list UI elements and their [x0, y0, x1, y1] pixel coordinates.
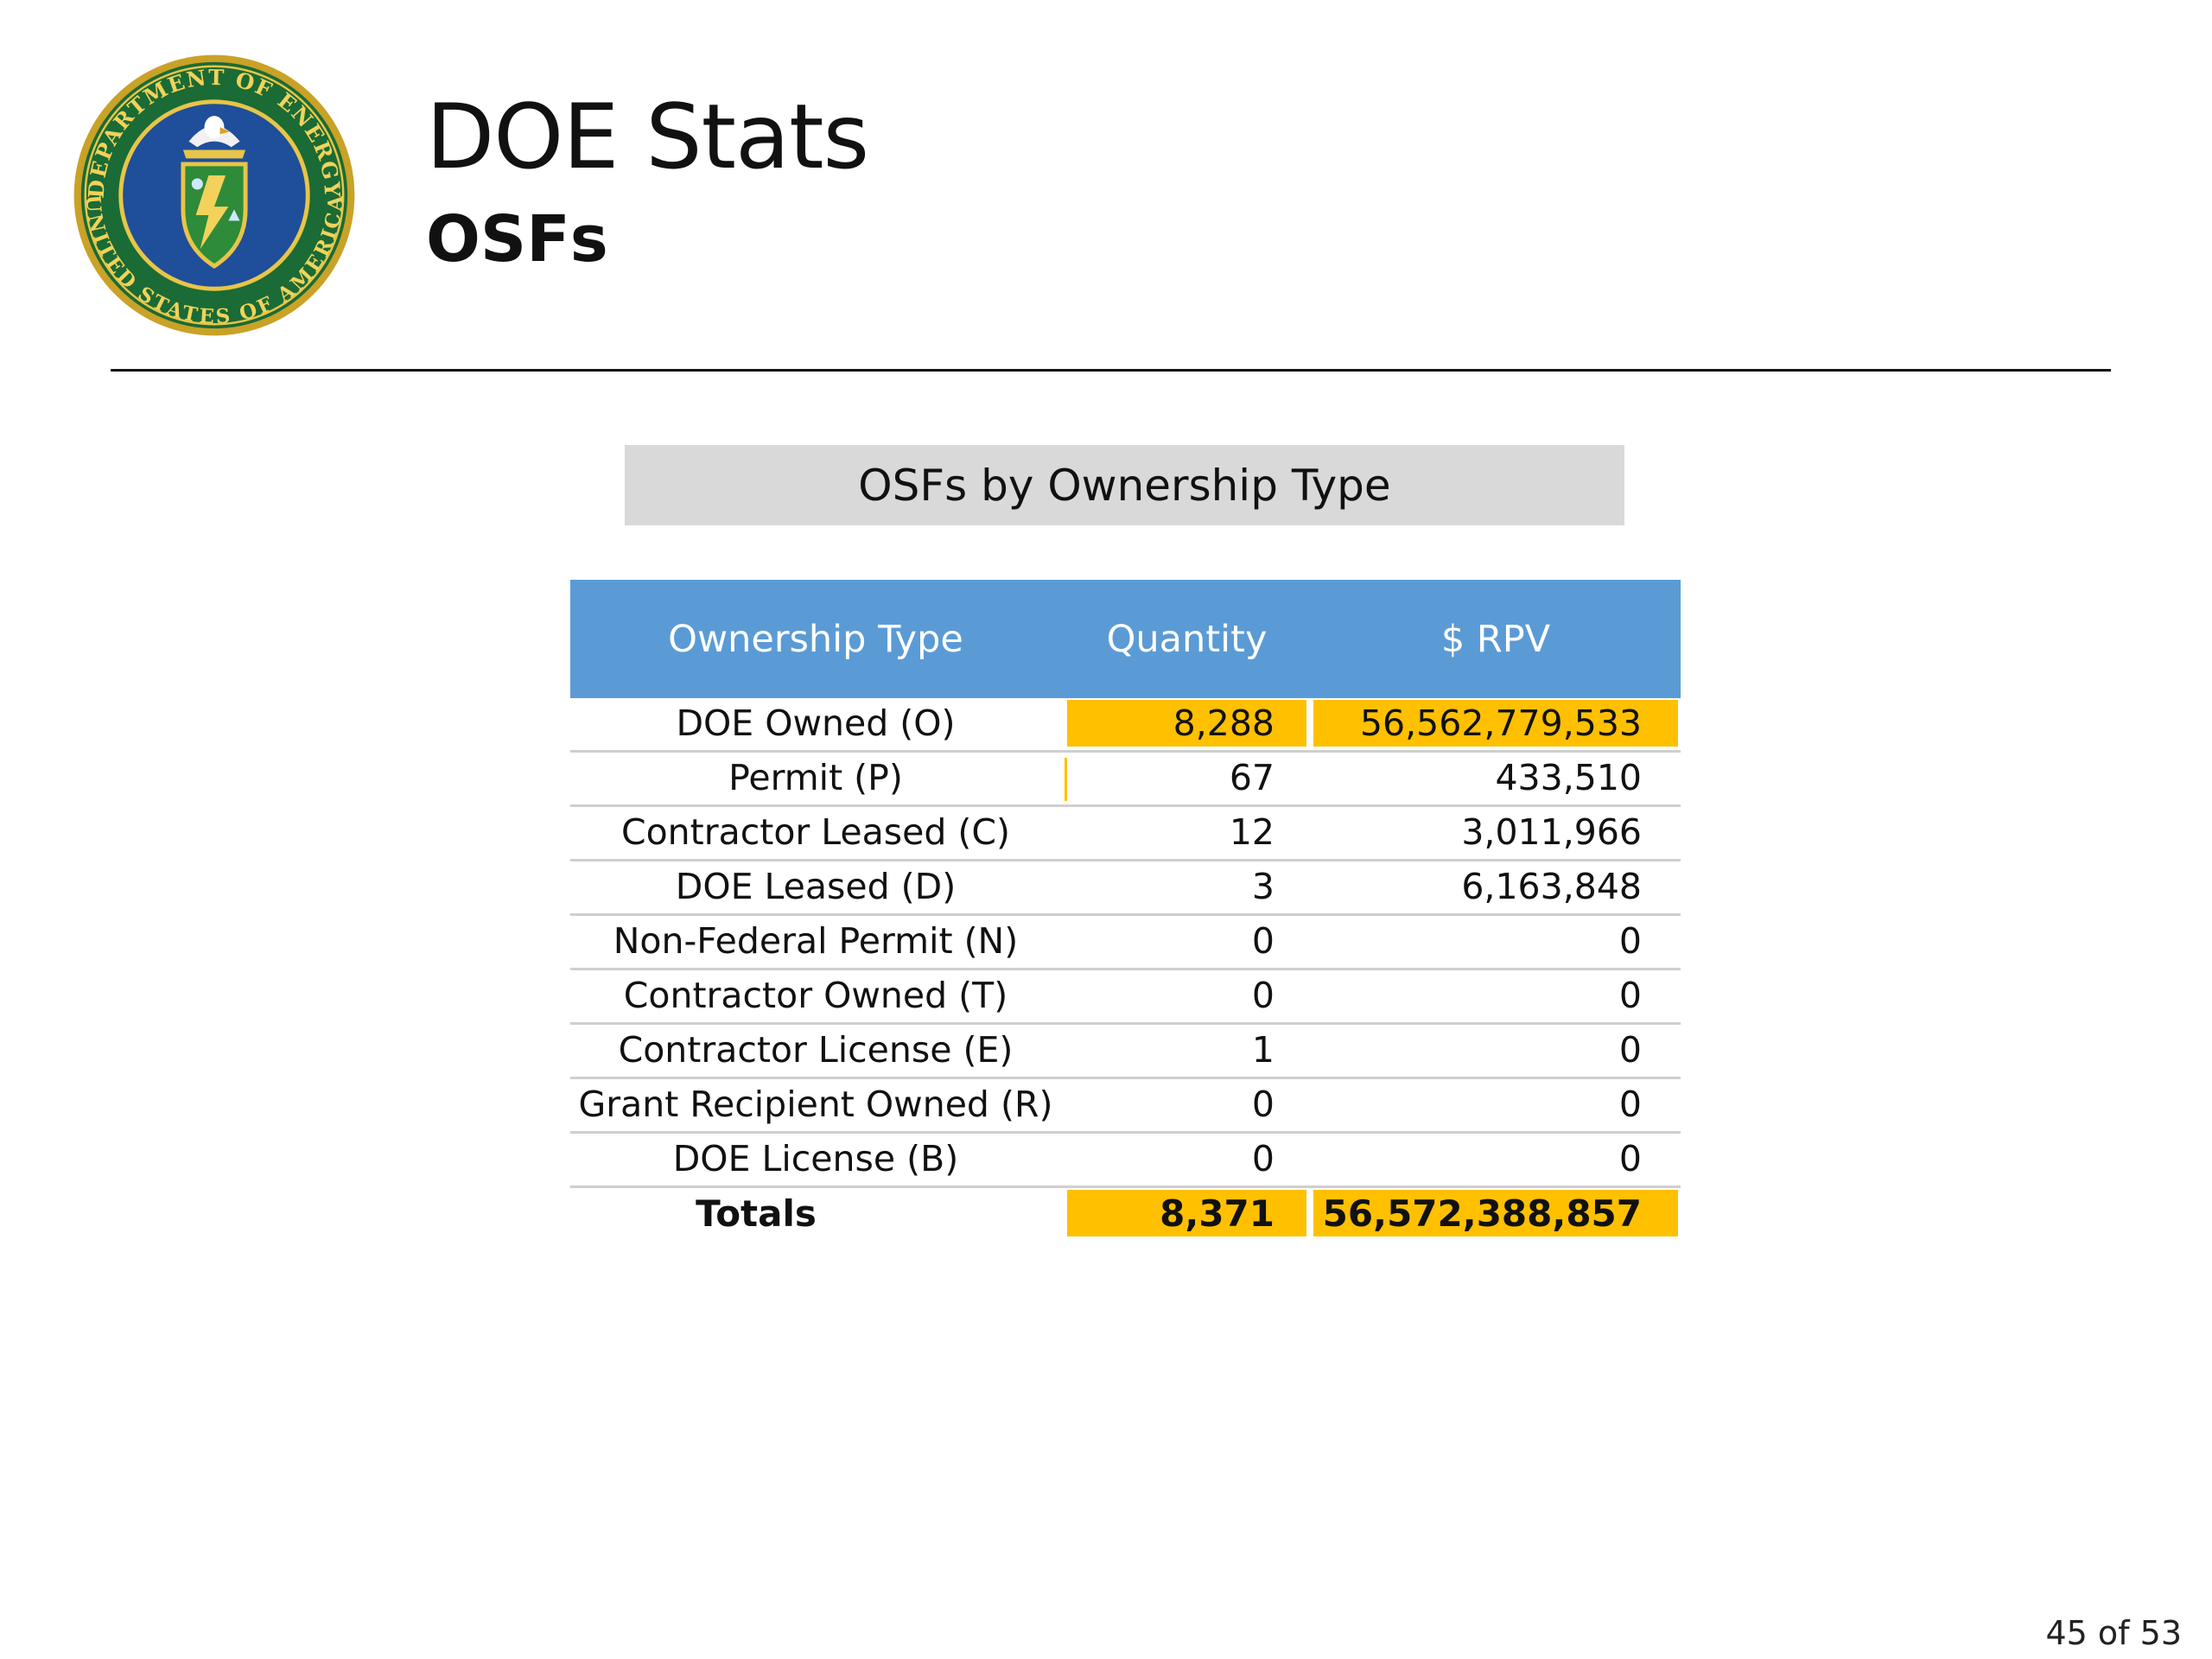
- table-row: DOE Leased (D) 3 6,163,848: [570, 861, 1681, 916]
- doe-seal-icon: DEPARTMENT OF ENERGY UNITED STATES OF AM…: [73, 54, 355, 336]
- table-row: Grant Recipient Owned (R) 0 0: [570, 1079, 1681, 1134]
- totals-row: Totals 8,371 56,572,388,857: [570, 1188, 1681, 1243]
- quantity-cell: 67: [1229, 757, 1274, 798]
- page-title: DOE Stats: [426, 86, 869, 189]
- table-row: Contractor Leased (C) 12 3,011,966: [570, 807, 1681, 861]
- section-heading: OSFs by Ownership Type: [625, 445, 1624, 525]
- quantity-cell: 3: [1251, 866, 1274, 907]
- rpv-cell: 3,011,966: [1461, 811, 1642, 853]
- ownership-table: Ownership Type Quantity $ RPV DOE Owned …: [570, 580, 1681, 1243]
- header-divider: [111, 369, 2111, 372]
- table-row: Contractor License (E) 1 0: [570, 1025, 1681, 1079]
- totals-quantity: 8,371: [1067, 1190, 1306, 1236]
- column-header-ownership-type: Ownership Type: [668, 617, 963, 661]
- page-subtitle: OSFs: [426, 202, 608, 276]
- quantity-cell: 12: [1229, 811, 1274, 853]
- quantity-cell: 0: [1251, 975, 1274, 1016]
- quantity-cell: 0: [1251, 920, 1274, 962]
- quantity-cell: 8,288: [1067, 700, 1306, 747]
- rpv-cell: 0: [1618, 1029, 1642, 1071]
- ownership-type-cell: DOE Leased (D): [675, 866, 957, 907]
- rpv-cell: 433,510: [1495, 757, 1642, 798]
- ownership-type-cell: Grant Recipient Owned (R): [578, 1084, 1053, 1125]
- table-row: Contractor Owned (T) 0 0: [570, 970, 1681, 1025]
- totals-label: Totals: [696, 1192, 817, 1235]
- quantity-cell: 1: [1251, 1029, 1274, 1071]
- cell-marker: [1065, 758, 1067, 801]
- ownership-type-cell: Permit (P): [728, 757, 903, 798]
- quantity-cell: 0: [1251, 1084, 1274, 1125]
- table-row: DOE Owned (O) 8,288 56,562,779,533: [570, 698, 1681, 753]
- ownership-type-cell: Contractor Leased (C): [620, 811, 1011, 853]
- rpv-cell: 0: [1618, 1138, 1642, 1179]
- rpv-cell: 56,562,779,533: [1313, 700, 1678, 747]
- column-header-rpv: $ RPV: [1440, 617, 1551, 661]
- column-header-quantity: Quantity: [1106, 617, 1268, 661]
- ownership-type-cell: DOE License (B): [672, 1138, 959, 1179]
- rpv-cell: 6,163,848: [1461, 866, 1642, 907]
- table-row: Permit (P) 67 433,510: [570, 753, 1681, 807]
- rpv-cell: 0: [1618, 920, 1642, 962]
- table-header: Ownership Type Quantity $ RPV: [570, 580, 1681, 698]
- page-number: 45 of 53: [2045, 1614, 2183, 1652]
- rpv-cell: 0: [1618, 1084, 1642, 1125]
- ownership-type-cell: Non-Federal Permit (N): [613, 920, 1019, 962]
- table-row: DOE License (B) 0 0: [570, 1134, 1681, 1188]
- ownership-type-cell: DOE Owned (O): [676, 702, 956, 744]
- ownership-type-cell: Contractor License (E): [618, 1029, 1014, 1071]
- totals-rpv: 56,572,388,857: [1313, 1190, 1678, 1236]
- rpv-cell: 0: [1618, 975, 1642, 1016]
- quantity-cell: 0: [1251, 1138, 1274, 1179]
- table-row: Non-Federal Permit (N) 0 0: [570, 916, 1681, 970]
- ownership-type-cell: Contractor Owned (T): [623, 975, 1008, 1016]
